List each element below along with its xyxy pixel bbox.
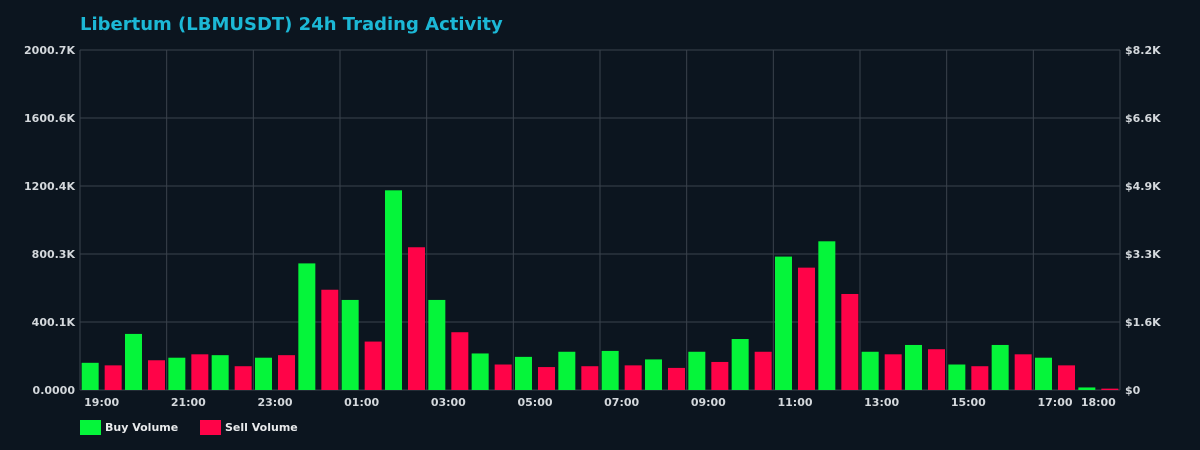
- x-tick-label: 21:00: [171, 396, 206, 409]
- buy-volume-bar: [341, 299, 359, 390]
- sell-volume-bar: [668, 367, 685, 390]
- legend-swatch-sell: [200, 420, 221, 435]
- sell-volume-bar: [928, 349, 945, 390]
- sell-volume-bar: [754, 351, 772, 390]
- sell-volume-bar: [408, 247, 425, 390]
- y-right-tick-label: $3.3K: [1125, 248, 1161, 261]
- sell-volume-bar: [581, 366, 599, 390]
- y-left-tick-label: 1200.4K: [24, 180, 75, 193]
- sell-volume-bar: [494, 364, 512, 390]
- buy-volume-bar: [211, 355, 229, 390]
- sell-volume-bar: [104, 365, 122, 390]
- x-tick-label: 13:00: [864, 396, 899, 409]
- x-tick-label: 03:00: [431, 396, 466, 409]
- sell-volume-bar: [538, 367, 555, 390]
- sell-volume-bar: [711, 361, 729, 390]
- y-left-tick-label: 1600.6K: [24, 112, 75, 125]
- x-tick-label: 17:00: [1037, 396, 1072, 409]
- buy-volume-bar: [515, 356, 532, 390]
- sell-volume-bar: [364, 341, 382, 390]
- y-left-tick-label: 0.0000: [33, 384, 76, 397]
- buy-volume-bar: [558, 351, 576, 390]
- x-tick-label: 15:00: [951, 396, 986, 409]
- buy-volume-bar: [125, 333, 142, 390]
- buy-volume-bar: [81, 362, 99, 390]
- buy-volume-bar: [471, 353, 489, 390]
- buy-volume-bar: [428, 299, 446, 390]
- sell-volume-bar: [1014, 354, 1032, 390]
- x-tick-label: 23:00: [257, 396, 292, 409]
- x-tick-label: 01:00: [344, 396, 379, 409]
- y-right-tick-label: $0: [1125, 384, 1141, 397]
- sell-volume-bar: [971, 366, 989, 390]
- sell-volume-bar: [321, 289, 339, 390]
- x-tick-label: 18:00: [1081, 396, 1116, 409]
- buy-volume-bar: [168, 357, 186, 390]
- buy-volume-bar: [688, 351, 706, 390]
- buy-volume-bar: [731, 339, 749, 390]
- y-right-tick-label: $1.6K: [1125, 316, 1161, 329]
- sell-volume-bar: [1058, 365, 1075, 390]
- y-right-tick-label: $8.2K: [1125, 44, 1161, 57]
- y-right-tick-label: $6.6K: [1125, 112, 1161, 125]
- x-tick-label: 11:00: [777, 396, 812, 409]
- buy-volume-bar: [775, 256, 792, 390]
- legend-swatch-buy: [80, 420, 101, 435]
- y-right-tick-label: $4.9K: [1125, 180, 1161, 193]
- buy-volume-bar: [255, 357, 272, 390]
- y-left-tick-label: 800.3K: [32, 248, 76, 261]
- y-left-tick-label: 2000.7K: [24, 44, 75, 57]
- buy-volume-bar: [645, 359, 662, 390]
- x-tick-label: 07:00: [604, 396, 639, 409]
- buy-volume-bar: [905, 344, 922, 390]
- chart-title: Libertum (LBMUSDT) 24h Trading Activity: [80, 14, 503, 35]
- sell-volume-bar: [451, 332, 469, 390]
- sell-volume-bar: [278, 355, 295, 390]
- buy-volume-bar: [601, 350, 619, 390]
- buy-volume-bar: [385, 190, 402, 390]
- x-tick-label: 05:00: [517, 396, 552, 409]
- buy-volume-bar: [991, 344, 1009, 390]
- buy-volume-bar: [1035, 357, 1052, 390]
- buy-volume-bar: [861, 351, 879, 390]
- buy-volume-bar: [298, 263, 316, 390]
- buy-volume-bar: [818, 241, 836, 390]
- buy-volume-bar: [1078, 387, 1096, 390]
- x-tick-label: 19:00: [84, 396, 119, 409]
- buy-volume-bar: [948, 364, 966, 390]
- sell-volume-bar: [191, 354, 209, 390]
- legend-label-buy: Buy Volume: [105, 421, 178, 434]
- sell-volume-bar: [798, 267, 815, 390]
- sell-volume-bar: [234, 366, 252, 390]
- sell-volume-bar: [148, 360, 165, 390]
- sell-volume-bar: [841, 293, 859, 390]
- sell-volume-bar: [1101, 388, 1119, 390]
- sell-volume-bar: [624, 365, 642, 390]
- x-tick-label: 09:00: [691, 396, 726, 409]
- y-left-tick-label: 400.1K: [32, 316, 76, 329]
- legend-label-sell: Sell Volume: [225, 421, 298, 434]
- sell-volume-bar: [884, 354, 902, 390]
